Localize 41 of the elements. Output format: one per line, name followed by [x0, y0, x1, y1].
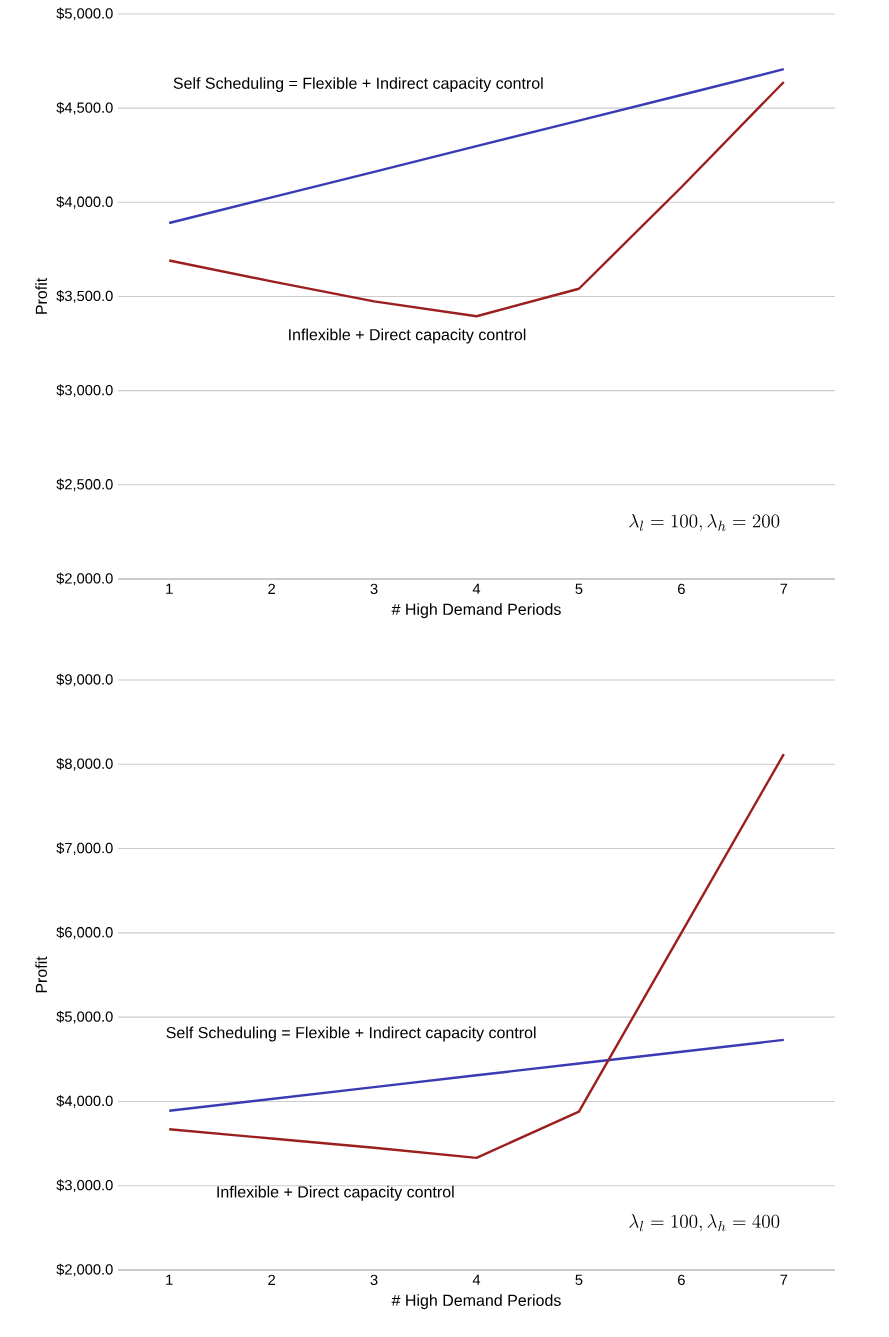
x-tick-label: 5 [575, 583, 583, 594]
series-label: Self Scheduling = Flexible + Indirect capacity control [166, 1026, 536, 1042]
series-label: Inflexible + Direct capacity control [217, 1185, 454, 1201]
line-series [168, 67, 785, 225]
text: Self Scheduling = Flexible + Indirect capacity control [173, 77, 543, 93]
series-label: Inflexible + Direct capacity control [289, 328, 526, 344]
line-series [168, 752, 785, 1160]
y-tick-label: $8,000.0 [56, 757, 113, 771]
x-tick-label: 3 [370, 583, 378, 595]
y-tick-label: $4,000.0 [56, 195, 113, 209]
y-tick-label: $3,000.0 [56, 384, 113, 398]
y-tick-label: $5,000.0 [56, 7, 113, 21]
y-tick-label: $6,000.0 [56, 926, 113, 940]
annotation: $\lambda_l = 100, \lambda_h = 400$ [629, 1214, 780, 1232]
y-tick-label: $9,000.0 [56, 673, 113, 687]
x-tick-label: 4 [472, 583, 481, 594]
x-tick-label: 7 [780, 1274, 788, 1285]
x-tick-label: 6 [678, 583, 685, 595]
x-axis-title: # High Demand Periods [391, 603, 561, 619]
y-tick-label: $3,000.0 [56, 1179, 113, 1193]
x-axis-title: # High Demand Periods [391, 1294, 561, 1310]
x-tick-label: 1 [166, 1274, 173, 1285]
y-tick-label: $2,000.0 [56, 572, 113, 586]
y-tick-label: $4,000.0 [56, 1095, 113, 1108]
y-tick-label: $5,000.0 [56, 1010, 113, 1024]
y-tick-label: $3,500.0 [56, 290, 113, 303]
x-tick-label: 2 [268, 583, 275, 594]
y-axis-title: Profit [35, 956, 48, 993]
y-axis-title: Profit [35, 277, 48, 314]
y-tick-label: $7,000.0 [56, 842, 113, 855]
y-tick-label: $2,000.0 [56, 1263, 113, 1277]
x-tick-label: 2 [268, 1274, 275, 1285]
x-tick-label: 6 [678, 1274, 685, 1286]
annotation: $\lambda_l = 100, \lambda_h = 200$ [629, 513, 780, 531]
x-tick-label: 4 [472, 1274, 481, 1285]
y-tick-label: $4,500.0 [56, 101, 113, 115]
x-tick-label: 7 [780, 583, 788, 594]
x-tick-label: 5 [575, 1274, 583, 1285]
y-tick-label: $2,500.0 [56, 478, 113, 492]
x-tick-label: 1 [166, 583, 173, 594]
x-tick-label: 3 [370, 1274, 378, 1286]
